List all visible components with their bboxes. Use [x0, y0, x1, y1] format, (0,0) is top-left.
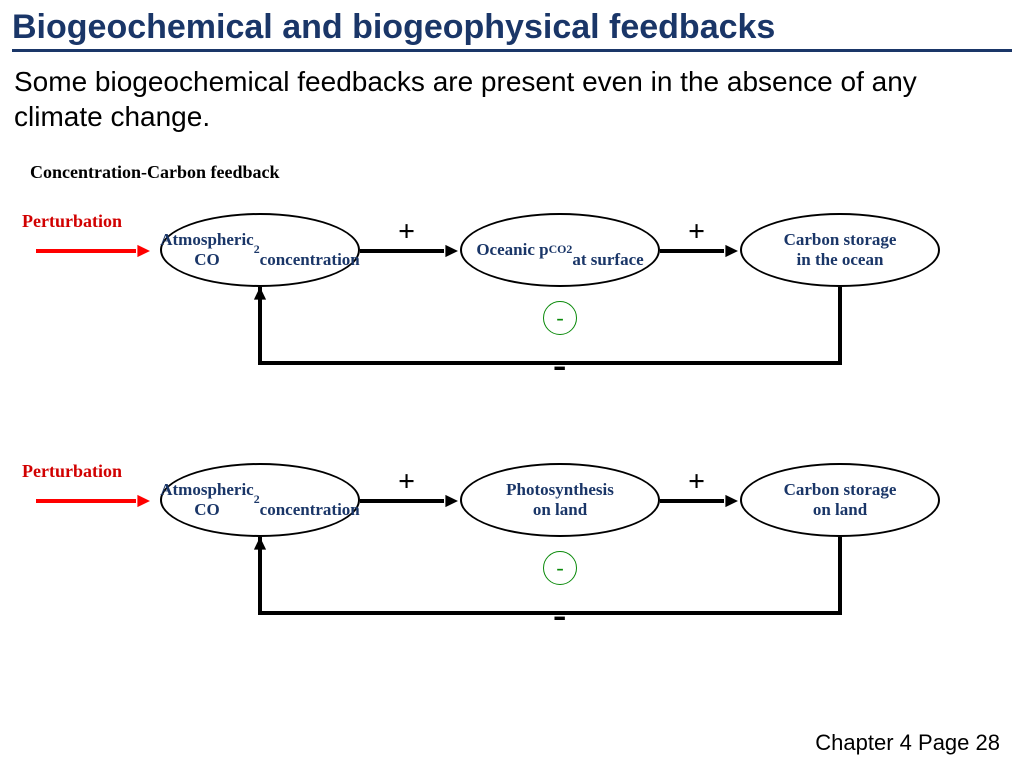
- perturbation-label: Perturbation: [22, 211, 122, 232]
- node-1-3: Carbon storagein the ocean: [740, 213, 940, 287]
- plus-sign: +: [688, 465, 705, 499]
- page-footer: Chapter 4 Page 28: [815, 730, 1000, 756]
- plus-sign: +: [398, 215, 415, 249]
- perturbation-label: Perturbation: [22, 461, 122, 482]
- node-1-2: Oceanic pCO2at surface: [460, 213, 660, 287]
- feedback-minus-sign: -: [553, 591, 566, 638]
- diagram-container: Perturbation Atmospheric CO2concentration…: [0, 183, 1024, 683]
- feedback-minus-sign: -: [553, 341, 566, 388]
- plus-sign: +: [688, 215, 705, 249]
- feedback-loop-2: Perturbation Atmospheric CO2concentration…: [0, 433, 1024, 683]
- title-rule: [12, 49, 1012, 52]
- node-1-1: Atmospheric CO2concentration: [160, 213, 360, 287]
- plus-sign: +: [398, 465, 415, 499]
- diagram-subtitle: Concentration-Carbon feedback: [0, 134, 1024, 183]
- node-2-2: Photosynthesison land: [460, 463, 660, 537]
- node-2-1: Atmospheric CO2concentration: [160, 463, 360, 537]
- loop-sign-circle: -: [543, 551, 577, 585]
- feedback-loop-1: Perturbation Atmospheric CO2concentration…: [0, 183, 1024, 433]
- node-2-3: Carbon storageon land: [740, 463, 940, 537]
- slide-title: Biogeochemical and biogeophysical feedba…: [0, 0, 1024, 49]
- body-text: Some biogeochemical feedbacks are presen…: [0, 60, 1024, 134]
- loop-sign-circle: -: [543, 301, 577, 335]
